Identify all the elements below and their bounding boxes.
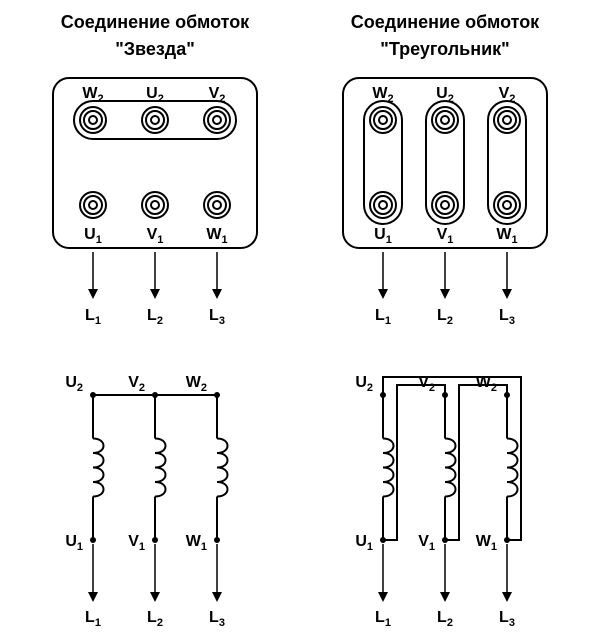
bot-label: W1 — [206, 226, 227, 246]
terminal-top — [494, 107, 520, 133]
delta-schematic: U2V2W2U1L1V1L2W1L3 — [355, 374, 521, 629]
coil — [383, 395, 394, 540]
schem-top-label: U2 — [65, 374, 83, 394]
terminal-top — [204, 107, 230, 133]
schem-L-label: L2 — [147, 609, 163, 629]
coil — [445, 395, 456, 540]
schem-L-label: L1 — [375, 609, 391, 629]
bot-label: V1 — [147, 226, 164, 246]
title-line1: Соединение обмоток — [61, 12, 250, 32]
schem-L-label: L1 — [85, 609, 101, 629]
coil — [217, 395, 228, 540]
terminal-top — [432, 107, 458, 133]
schem-L-label: L2 — [437, 609, 453, 629]
L-label: L3 — [499, 307, 515, 327]
schem-L-label: L3 — [209, 609, 225, 629]
bot-label: V1 — [437, 226, 454, 246]
star-terminal-block: Соединение обмоток"Звезда"W2U2V2U1V1W1L1… — [53, 12, 257, 327]
terminal-top — [142, 107, 168, 133]
title-line1: Соединение обмоток — [351, 12, 540, 32]
terminal-bot — [80, 192, 106, 218]
star-schematic: U2 V2 W2 U1 L1 V1 L2 W1 L3 — [65, 374, 227, 629]
terminal-bot — [494, 192, 520, 218]
delta-terminal-block: Соединение обмоток"Треугольник"W2U2V2U1V… — [343, 12, 547, 327]
schem-bot-label: V1 — [128, 533, 145, 553]
schem-bot-label: U1 — [355, 533, 373, 553]
schem-bot-label: V1 — [418, 533, 435, 553]
schem-bot-label: U1 — [65, 533, 83, 553]
bot-label: U1 — [84, 226, 102, 246]
L-label: L1 — [85, 307, 101, 327]
bot-label: W1 — [496, 226, 517, 246]
terminal-bot — [204, 192, 230, 218]
L-label: L1 — [375, 307, 391, 327]
terminal-bot — [370, 192, 396, 218]
coil — [93, 395, 104, 540]
schem-L-label: L3 — [499, 609, 515, 629]
schem-bot-label: W1 — [476, 533, 497, 553]
coil — [155, 395, 166, 540]
L-label: L3 — [209, 307, 225, 327]
title-line2: "Звезда" — [115, 39, 195, 59]
L-label: L2 — [147, 307, 163, 327]
schem-top-label: V2 — [128, 374, 145, 394]
terminal-top — [80, 107, 106, 133]
terminal-bot — [432, 192, 458, 218]
terminal-top — [370, 107, 396, 133]
title-line2: "Треугольник" — [380, 39, 509, 59]
L-label: L2 — [437, 307, 453, 327]
schem-bot-label: W1 — [186, 533, 207, 553]
terminal-bot — [142, 192, 168, 218]
schem-top-label: U2 — [355, 374, 373, 394]
schem-top-label: W2 — [186, 374, 207, 394]
bot-label: U1 — [374, 226, 392, 246]
coil — [507, 395, 518, 540]
